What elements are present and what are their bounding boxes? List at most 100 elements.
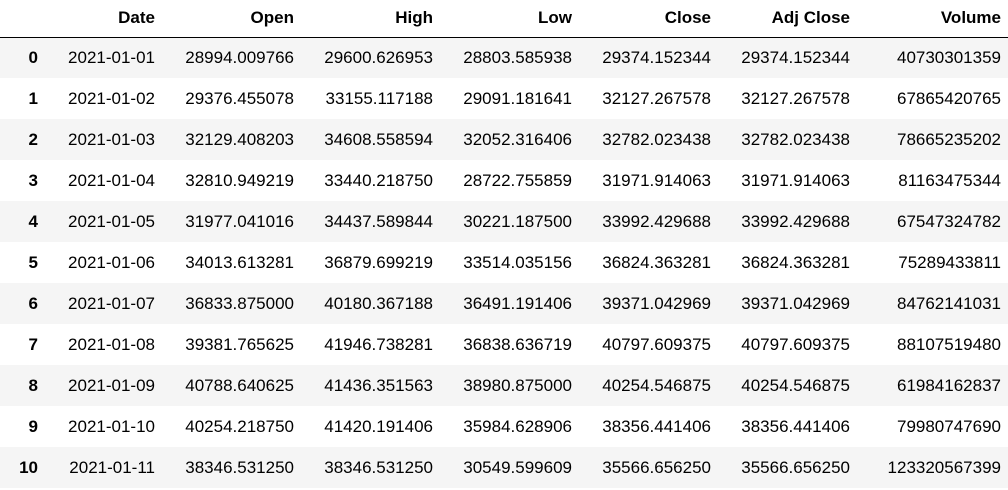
cell-date: 2021-01-07	[68, 293, 155, 313]
cell-open: 34013.613281	[185, 252, 294, 272]
cell-adj-close: 38356.441406	[741, 416, 850, 436]
cell-adj-close: 32127.267578	[741, 88, 850, 108]
column-header-open: Open	[162, 0, 301, 38]
column-header-date: Date	[52, 0, 162, 38]
table-row: 3 2021-01-04 32810.949219 33440.218750 28722…	[0, 160, 1008, 201]
cell-low: 33514.035156	[463, 252, 572, 272]
row-index: 6	[28, 293, 38, 313]
cell-adj-close: 40254.546875	[741, 375, 850, 395]
cell-volume: 75289433811	[898, 252, 1001, 272]
row-index: 8	[28, 375, 38, 395]
cell-low: 30549.599609	[463, 457, 572, 477]
cell-open: 32129.408203	[185, 129, 294, 149]
cell-open: 31977.041016	[185, 211, 294, 231]
column-header-volume: Volume	[857, 0, 1008, 38]
cell-high: 41946.738281	[324, 334, 433, 354]
cell-close: 31971.914063	[602, 170, 711, 190]
cell-date: 2021-01-03	[68, 129, 155, 149]
row-index: 10	[19, 457, 38, 477]
cell-volume: 40730301359	[896, 47, 1001, 67]
cell-date: 2021-01-05	[68, 211, 155, 231]
cell-adj-close: 33992.429688	[741, 211, 850, 231]
cell-adj-close: 29374.152344	[741, 47, 850, 67]
cell-open: 28994.009766	[185, 47, 294, 67]
cell-open: 32810.949219	[185, 170, 294, 190]
table-row: 10 2021-01-11 38346.531250 38346.531250 3054…	[0, 447, 1008, 488]
cell-low: 32052.316406	[463, 129, 572, 149]
table-row: 5 2021-01-06 34013.613281 36879.699219 33514…	[0, 242, 1008, 283]
table-row: 9 2021-01-10 40254.218750 41420.191406 35984…	[0, 406, 1008, 447]
cell-close: 32782.023438	[602, 129, 711, 149]
column-header-index	[0, 0, 52, 38]
row-index: 7	[28, 334, 38, 354]
row-index: 3	[28, 170, 38, 190]
column-header-adj-close: Adj Close	[718, 0, 857, 38]
cell-volume: 123320567399	[887, 457, 1001, 477]
cell-date: 2021-01-04	[68, 170, 155, 190]
cell-date: 2021-01-02	[68, 88, 155, 108]
table-body: 0 2021-01-01 28994.009766 29600.626953 28803…	[0, 37, 1008, 488]
cell-high: 41420.191406	[324, 416, 433, 436]
cell-volume: 79980747690	[896, 416, 1001, 436]
cell-volume: 88107519480	[896, 334, 1001, 354]
cell-low: 30221.187500	[463, 211, 572, 231]
cell-high: 29600.626953	[324, 47, 433, 67]
cell-low: 38980.875000	[463, 375, 572, 395]
cell-close: 40254.546875	[602, 375, 711, 395]
cell-open: 36833.875000	[185, 293, 294, 313]
cell-date: 2021-01-08	[68, 334, 155, 354]
cell-low: 36838.636719	[463, 334, 572, 354]
cell-high: 40180.367188	[324, 293, 433, 313]
cell-low: 35984.628906	[463, 416, 572, 436]
cell-close: 33992.429688	[602, 211, 711, 231]
cell-high: 36879.699219	[324, 252, 433, 272]
column-header-high: High	[301, 0, 440, 38]
cell-open: 40254.218750	[185, 416, 294, 436]
table-row: 2 2021-01-03 32129.408203 34608.558594 32052…	[0, 119, 1008, 160]
row-index: 9	[28, 416, 38, 436]
cell-volume: 81163475344	[898, 170, 1001, 190]
cell-open: 29376.455078	[185, 88, 294, 108]
cell-volume: 84762141031	[896, 293, 1001, 313]
cell-high: 34608.558594	[324, 129, 433, 149]
cell-close: 36824.363281	[602, 252, 711, 272]
cell-volume: 78665235202	[896, 129, 1001, 149]
cell-high: 41436.351563	[324, 375, 433, 395]
table-row: 1 2021-01-02 29376.455078 33155.117188 29091…	[0, 78, 1008, 119]
cell-close: 38356.441406	[602, 416, 711, 436]
cell-close: 32127.267578	[602, 88, 711, 108]
table-row: 0 2021-01-01 28994.009766 29600.626953 28803…	[0, 37, 1008, 78]
table-row: 7 2021-01-08 39381.765625 41946.738281 36838…	[0, 324, 1008, 365]
cell-close: 29374.152344	[602, 47, 711, 67]
header-row: Date Open High Low Close Adj Close Volume	[0, 0, 1008, 38]
column-header-low: Low	[440, 0, 579, 38]
cell-date: 2021-01-06	[68, 252, 155, 272]
cell-adj-close: 40797.609375	[741, 334, 850, 354]
cell-high: 38346.531250	[324, 457, 433, 477]
cell-low: 28803.585938	[463, 47, 572, 67]
table-header: Date Open High Low Close Adj Close Volume	[0, 0, 1008, 38]
cell-adj-close: 32782.023438	[741, 129, 850, 149]
cell-adj-close: 35566.656250	[741, 457, 850, 477]
cell-open: 39381.765625	[185, 334, 294, 354]
cell-volume: 61984162837	[896, 375, 1001, 395]
cell-open: 38346.531250	[185, 457, 294, 477]
cell-close: 39371.042969	[602, 293, 711, 313]
row-index: 0	[28, 47, 38, 67]
cell-date: 2021-01-11	[69, 457, 155, 477]
cell-volume: 67865420765	[896, 88, 1001, 108]
row-index: 5	[28, 252, 38, 272]
cell-close: 40797.609375	[602, 334, 711, 354]
cell-high: 33440.218750	[324, 170, 433, 190]
cell-low: 36491.191406	[463, 293, 572, 313]
cell-date: 2021-01-01	[68, 47, 155, 67]
row-index: 4	[28, 211, 38, 231]
row-index: 1	[28, 88, 38, 108]
table-row: 8 2021-01-09 40788.640625 41436.351563 38980…	[0, 365, 1008, 406]
cell-adj-close: 39371.042969	[741, 293, 850, 313]
cell-high: 33155.117188	[325, 88, 433, 108]
cell-adj-close: 36824.363281	[741, 252, 850, 272]
cell-low: 29091.181641	[463, 88, 572, 108]
